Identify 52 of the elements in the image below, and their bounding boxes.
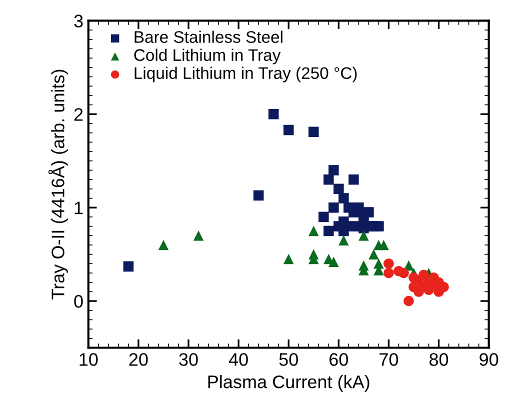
point [384, 258, 394, 269]
point [318, 212, 329, 222]
point [374, 258, 384, 269]
point [354, 202, 364, 213]
x-tick-label: 20 [129, 353, 148, 366]
point [348, 174, 359, 185]
point [368, 249, 379, 260]
x-tick-label: 40 [228, 353, 248, 366]
x-tick-label: 70 [380, 353, 398, 366]
x-tick-label: 10 [80, 353, 98, 366]
point [308, 126, 319, 138]
point [358, 260, 369, 271]
point [328, 256, 339, 267]
point [414, 286, 424, 297]
point [323, 226, 334, 236]
x-tick-label: 30 [179, 353, 198, 366]
point [378, 240, 389, 250]
point [123, 261, 134, 272]
point [328, 165, 339, 176]
point [158, 240, 169, 250]
y-tick-label: 1 [74, 202, 83, 214]
point [283, 254, 294, 264]
legend-label: Liquid Lithium in Tray (250 °C) [134, 66, 357, 82]
x-axis-title: Plasma Current (kA) [208, 375, 370, 392]
y-tick-label: 3 [74, 14, 83, 28]
point [338, 193, 349, 204]
point [374, 221, 384, 232]
point [404, 296, 414, 306]
y-tick-label: 0 [74, 294, 83, 308]
point [308, 226, 319, 236]
point [398, 268, 409, 278]
x-tick-label: 90 [480, 353, 498, 366]
point [338, 235, 349, 246]
point [418, 270, 429, 280]
x-tick-label: 60 [330, 353, 348, 366]
legend-label: Cold Lithium in Tray [134, 48, 281, 64]
legend-label: Bare Stainless Steel [134, 30, 282, 43]
point [358, 230, 369, 241]
point [334, 184, 344, 194]
y-axis-title: Tray O-II (4416Å) (arb. units) [48, 70, 68, 300]
point [384, 268, 394, 278]
x-tick-label: 50 [279, 353, 298, 366]
point [408, 272, 419, 283]
y-tick-label: 2 [74, 108, 83, 121]
point [193, 230, 204, 241]
point [364, 207, 374, 218]
point [253, 190, 264, 201]
x-tick-label: 80 [429, 353, 448, 366]
point [328, 202, 339, 213]
point [268, 108, 279, 120]
point [323, 174, 334, 185]
point [283, 124, 294, 136]
